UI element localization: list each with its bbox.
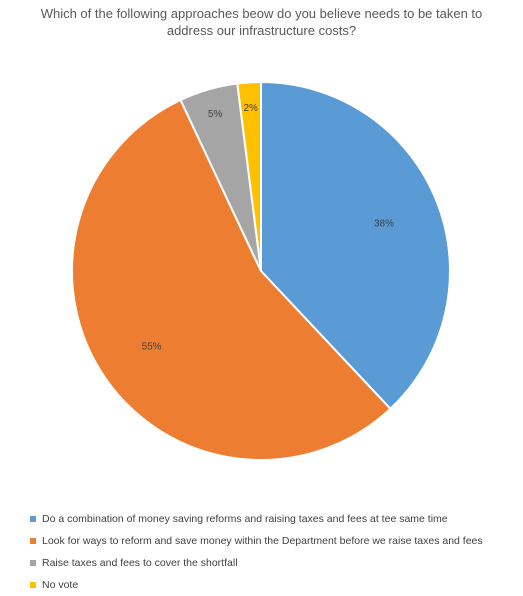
legend-swatch	[30, 560, 36, 566]
legend-swatch	[30, 516, 36, 522]
data-label-1: 38%	[374, 218, 394, 229]
data-label-3: 5%	[208, 109, 223, 120]
legend-swatch	[30, 538, 36, 544]
chart-title: Which of the following approaches beow d…	[40, 6, 483, 38]
data-label-2: 55%	[142, 341, 162, 352]
legend-label: No vote	[42, 579, 79, 591]
data-label-4: 2%	[243, 103, 258, 114]
legend-label: Look for ways to reform and save money w…	[42, 535, 483, 547]
legend-item-1: Do a combination of money saving reforms…	[30, 508, 483, 530]
pie-slice-4	[236, 80, 262, 272]
legend-swatch	[30, 582, 36, 588]
pie-slice-2	[70, 98, 392, 461]
legend-label: Do a combination of money saving reforms…	[42, 513, 448, 525]
legend-item-4: No vote	[30, 574, 483, 596]
legend-label: Raise taxes and fees to cover the shortf…	[42, 557, 238, 569]
legend-item-3: Raise taxes and fees to cover the shortf…	[30, 552, 483, 574]
pie-chart: 38% 55% 5% 2%	[70, 80, 451, 461]
pie-slice-1	[260, 80, 451, 411]
legend-item-2: Look for ways to reform and save money w…	[30, 530, 483, 552]
chart-legend: Do a combination of money saving reforms…	[30, 508, 483, 596]
